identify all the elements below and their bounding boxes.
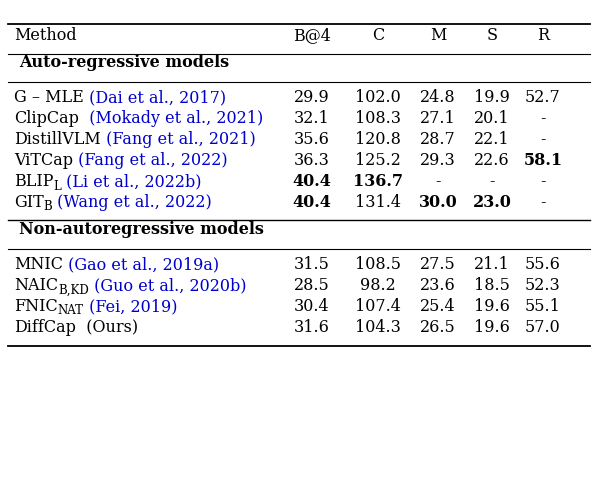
Text: 108.3: 108.3: [355, 110, 401, 127]
Text: 30.4: 30.4: [294, 298, 330, 315]
Text: NAIC: NAIC: [14, 277, 58, 294]
Text: NAT: NAT: [58, 304, 84, 317]
Text: 23.6: 23.6: [420, 277, 456, 294]
Text: 102.0: 102.0: [355, 89, 401, 106]
Text: -: -: [540, 131, 546, 148]
Text: FNIC: FNIC: [14, 298, 58, 315]
Text: 31.6: 31.6: [294, 319, 330, 336]
Text: -: -: [540, 110, 546, 127]
Text: Non-autoregressive models: Non-autoregressive models: [19, 221, 264, 238]
Text: B@4: B@4: [293, 27, 331, 44]
Text: 22.6: 22.6: [474, 152, 510, 169]
Text: 57.0: 57.0: [525, 319, 561, 336]
Text: (Li et al., 2022b): (Li et al., 2022b): [61, 173, 202, 190]
Text: DiffCap: DiffCap: [14, 319, 76, 336]
Text: DistillVLM: DistillVLM: [14, 131, 101, 148]
Text: ClipCap: ClipCap: [14, 110, 79, 127]
Text: 19.6: 19.6: [474, 298, 510, 315]
Text: 120.8: 120.8: [355, 131, 401, 148]
Text: 19.6: 19.6: [474, 319, 510, 336]
Text: MNIC: MNIC: [14, 256, 63, 273]
Text: GIT: GIT: [14, 194, 44, 211]
Text: 31.5: 31.5: [294, 256, 330, 273]
Text: (Guo et al., 2020b): (Guo et al., 2020b): [89, 277, 246, 294]
Text: 58.1: 58.1: [523, 152, 562, 169]
Text: 28.7: 28.7: [420, 131, 456, 148]
Text: G – MLE: G – MLE: [14, 89, 84, 106]
Text: Auto-regressive models: Auto-regressive models: [19, 54, 229, 71]
Text: 55.1: 55.1: [525, 298, 561, 315]
Text: 25.4: 25.4: [420, 298, 456, 315]
Text: 36.3: 36.3: [294, 152, 330, 169]
Text: -: -: [489, 173, 495, 190]
Text: BLIP: BLIP: [14, 173, 54, 190]
Text: (Gao et al., 2019a): (Gao et al., 2019a): [63, 256, 219, 273]
Text: 40.4: 40.4: [293, 194, 332, 211]
Text: -: -: [540, 173, 546, 190]
Text: 22.1: 22.1: [474, 131, 510, 148]
Text: B: B: [44, 201, 52, 214]
Text: 27.1: 27.1: [420, 110, 456, 127]
Text: ViTCap: ViTCap: [14, 152, 73, 169]
Text: (Wang et al., 2022): (Wang et al., 2022): [52, 194, 213, 211]
Text: 28.5: 28.5: [294, 277, 330, 294]
Text: (Ours): (Ours): [76, 319, 138, 336]
Text: 40.4: 40.4: [293, 173, 332, 190]
Text: L: L: [54, 180, 61, 192]
Text: 21.1: 21.1: [474, 256, 510, 273]
Text: -: -: [540, 194, 546, 211]
Text: Method: Method: [14, 27, 76, 44]
Text: 27.5: 27.5: [420, 256, 456, 273]
Text: 23.0: 23.0: [473, 194, 512, 211]
Text: 26.5: 26.5: [420, 319, 456, 336]
Text: R: R: [537, 27, 549, 44]
Text: (Fei, 2019): (Fei, 2019): [84, 298, 177, 315]
Text: (Mokady et al., 2021): (Mokady et al., 2021): [79, 110, 263, 127]
Text: (Fang et al., 2021): (Fang et al., 2021): [101, 131, 255, 148]
Text: M: M: [430, 27, 446, 44]
Text: 55.6: 55.6: [525, 256, 561, 273]
Text: -: -: [435, 173, 441, 190]
Text: 18.5: 18.5: [474, 277, 510, 294]
Text: 30.0: 30.0: [418, 194, 458, 211]
Text: 52.3: 52.3: [525, 277, 561, 294]
Text: 136.7: 136.7: [353, 173, 403, 190]
Text: 98.2: 98.2: [360, 277, 396, 294]
Text: 107.4: 107.4: [355, 298, 401, 315]
Text: 35.6: 35.6: [294, 131, 330, 148]
Text: 108.5: 108.5: [355, 256, 401, 273]
Text: 29.9: 29.9: [294, 89, 330, 106]
Text: (Fang et al., 2022): (Fang et al., 2022): [73, 152, 228, 169]
Text: 19.9: 19.9: [474, 89, 510, 106]
Text: 32.1: 32.1: [294, 110, 330, 127]
Text: B,KD: B,KD: [58, 284, 89, 297]
Text: (Dai et al., 2017): (Dai et al., 2017): [84, 89, 226, 106]
Text: 131.4: 131.4: [355, 194, 401, 211]
Text: 20.1: 20.1: [474, 110, 510, 127]
Text: 29.3: 29.3: [420, 152, 456, 169]
Text: 104.3: 104.3: [355, 319, 401, 336]
Text: 125.2: 125.2: [355, 152, 401, 169]
Text: S: S: [486, 27, 497, 44]
Text: 52.7: 52.7: [525, 89, 561, 106]
Text: C: C: [372, 27, 384, 44]
Text: 24.8: 24.8: [420, 89, 456, 106]
